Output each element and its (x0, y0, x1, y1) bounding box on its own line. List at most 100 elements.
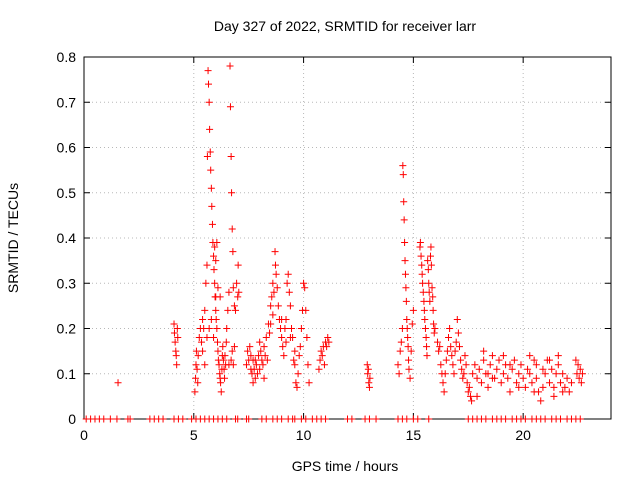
data-point (403, 415, 411, 423)
data-point (471, 361, 479, 369)
data-point (226, 62, 234, 70)
data-point (212, 257, 220, 265)
data-point (363, 361, 371, 369)
data-point (221, 352, 229, 360)
data-point (171, 338, 179, 346)
data-point (526, 352, 534, 360)
data-point (480, 347, 488, 355)
data-point (399, 162, 407, 170)
data-point (406, 374, 414, 382)
data-point (460, 370, 468, 378)
data-point (229, 248, 237, 256)
data-point (528, 379, 536, 387)
data-point (554, 361, 562, 369)
data-point (419, 288, 427, 296)
data-point (561, 383, 569, 391)
data-point (233, 279, 241, 287)
data-point (421, 315, 429, 323)
data-point (408, 320, 416, 328)
data-point (274, 302, 282, 310)
y-tick-label: 0.4 (57, 230, 77, 246)
data-point (577, 379, 585, 387)
data-point (395, 370, 403, 378)
data-point (255, 352, 263, 360)
data-point (215, 361, 223, 369)
data-point (431, 325, 439, 332)
y-tick-label: 0.1 (57, 366, 77, 382)
data-point (303, 334, 311, 342)
data-point (546, 379, 554, 387)
data-point (251, 374, 259, 382)
data-point (418, 261, 426, 269)
y-tick-label: 0.2 (57, 321, 77, 337)
data-point (556, 379, 564, 387)
data-point (563, 374, 571, 382)
data-point (502, 415, 510, 423)
data-point (448, 352, 456, 360)
y-tick-label: 0.6 (57, 140, 77, 156)
data-point (477, 379, 485, 387)
data-point (234, 415, 242, 423)
data-point (364, 370, 372, 378)
data-point (282, 338, 290, 346)
data-point (484, 370, 492, 378)
data-point (225, 288, 233, 296)
data-point (204, 67, 212, 75)
data-point (459, 374, 467, 382)
data-point (430, 329, 438, 337)
data-point (211, 279, 219, 287)
data-point (480, 356, 488, 364)
data-point (302, 415, 310, 423)
data-point (508, 365, 516, 373)
data-point (539, 383, 547, 391)
data-point (291, 361, 299, 369)
data-point (227, 153, 235, 161)
data-point (419, 279, 427, 287)
data-point (205, 98, 213, 106)
data-point (286, 334, 294, 342)
data-point (206, 125, 214, 133)
data-point (567, 379, 575, 387)
data-point (401, 239, 409, 247)
data-point (278, 415, 286, 423)
data-point (324, 334, 332, 342)
data-point (228, 225, 236, 233)
data-point (262, 415, 270, 423)
data-point (400, 216, 408, 224)
data-point (191, 388, 199, 396)
data-point (256, 338, 264, 346)
data-point (442, 356, 450, 364)
data-point (565, 388, 573, 396)
data-point (220, 365, 228, 373)
data-point (397, 338, 405, 346)
data-point (212, 306, 220, 314)
data-point (194, 379, 202, 387)
data-point (302, 306, 310, 314)
data-point (451, 347, 459, 355)
data-point (484, 383, 492, 391)
data-point (446, 325, 454, 332)
data-point (280, 352, 288, 360)
data-point (273, 284, 281, 292)
data-point (427, 252, 435, 260)
data-point (213, 239, 221, 247)
tick-labels: 0 0.1 0.2 0.3 0.4 0.5 0.6 0.7 0.8 0 5 10 15 20 (57, 49, 532, 443)
data-point (221, 374, 229, 382)
data-point (488, 374, 496, 382)
x-tick-label: 0 (80, 427, 88, 443)
data-point (515, 370, 523, 378)
data-point (316, 356, 324, 364)
data-point (420, 306, 428, 314)
data-point (323, 343, 331, 351)
data-point (436, 343, 444, 351)
y-axis-label: SRMTID / TECUs (5, 183, 21, 293)
data-point (217, 379, 225, 387)
data-point (504, 374, 512, 382)
data-point (455, 343, 463, 351)
data-point (464, 388, 472, 396)
data-point (445, 334, 453, 342)
data-point (223, 415, 231, 423)
data-point (246, 343, 254, 351)
data-point (401, 270, 409, 278)
data-point (291, 347, 299, 355)
